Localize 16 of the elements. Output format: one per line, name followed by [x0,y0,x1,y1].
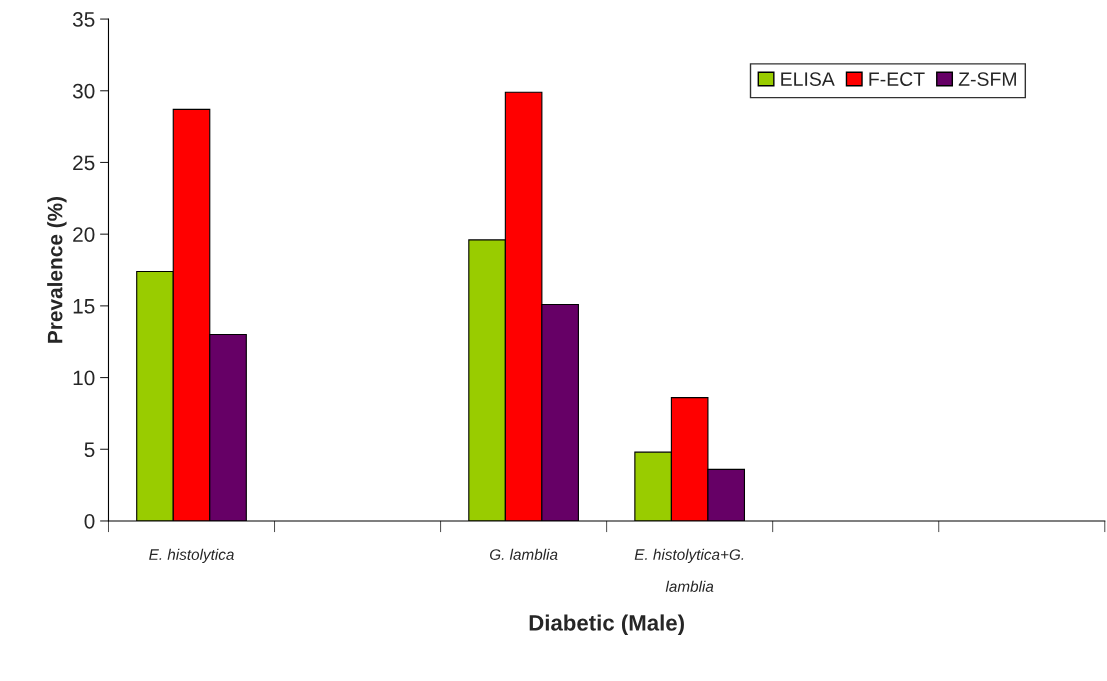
x-axis-title: Diabetic (Male) [529,614,684,636]
y-tick-label: 10 [73,370,95,386]
y-tick-label: 25 [73,155,95,171]
x-tick-label: E. histolytica+G. lamblia [634,548,744,592]
legend-label: F-ECT [869,72,925,86]
y-tick-label: 20 [73,227,95,242]
x-tick-label: G. lamblia [489,548,558,560]
legend-label: ELISA [781,72,835,86]
y-tick-label: 30 [72,83,95,99]
y-tick-label: 35 [72,12,95,27]
x-tick-label: E. histolytica [149,548,234,563]
y-tick-label: 15 [73,299,95,314]
y-tick-label: 0 [84,513,95,529]
y-axis-title: Prevalence (%) [47,196,67,343]
legend-label: Z-SFM [958,72,1016,86]
y-tick-label: 5 [84,442,95,458]
